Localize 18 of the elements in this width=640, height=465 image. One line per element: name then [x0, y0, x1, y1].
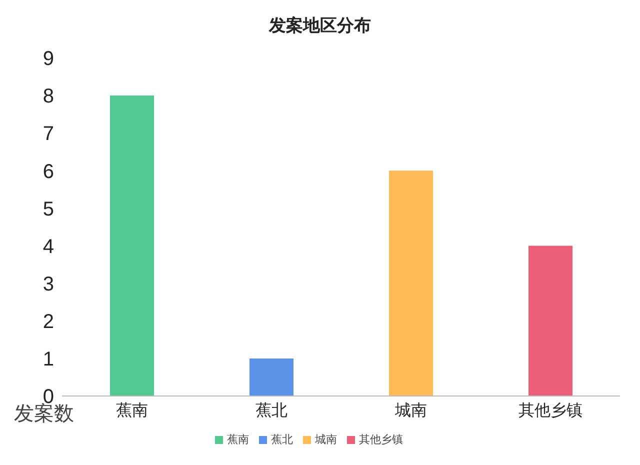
chart-title: 发案地区分布: [268, 15, 372, 37]
y-tick-label: 7: [42, 123, 54, 146]
x-tick-label: 其他乡镇: [518, 401, 582, 420]
legend-label: 城南: [315, 434, 337, 446]
y-tick-label: 6: [42, 160, 54, 183]
legend-label: 其他乡镇: [359, 434, 403, 446]
y-tick-label: 5: [42, 198, 54, 220]
x-tick-label: 蕉北: [255, 401, 288, 420]
y-tick-label: 1: [42, 348, 54, 371]
x-tick-label: 城南: [394, 401, 427, 420]
y-tick-label: 2: [42, 310, 54, 333]
legend-label: 蕉北: [271, 434, 293, 446]
legend-label: 蕉南: [227, 434, 249, 446]
y-tick-label: 9: [42, 48, 54, 70]
y-tick-label: 3: [42, 273, 54, 296]
y-tick-label: 4: [42, 236, 54, 258]
y-tick-label: 8: [42, 86, 54, 108]
x-tick-label: 蕉南: [116, 401, 148, 420]
